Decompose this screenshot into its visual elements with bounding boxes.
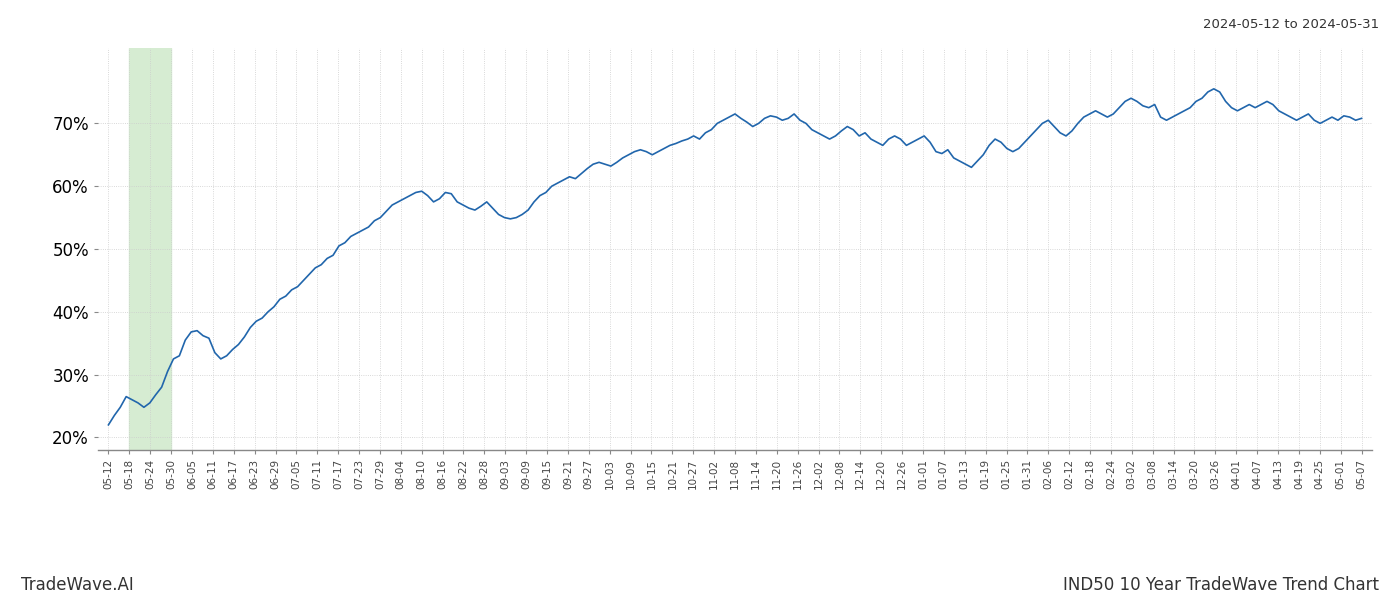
Text: 2024-05-12 to 2024-05-31: 2024-05-12 to 2024-05-31 bbox=[1203, 18, 1379, 31]
Bar bbox=[129, 48, 171, 450]
Text: IND50 10 Year TradeWave Trend Chart: IND50 10 Year TradeWave Trend Chart bbox=[1063, 576, 1379, 594]
Text: TradeWave.AI: TradeWave.AI bbox=[21, 576, 134, 594]
